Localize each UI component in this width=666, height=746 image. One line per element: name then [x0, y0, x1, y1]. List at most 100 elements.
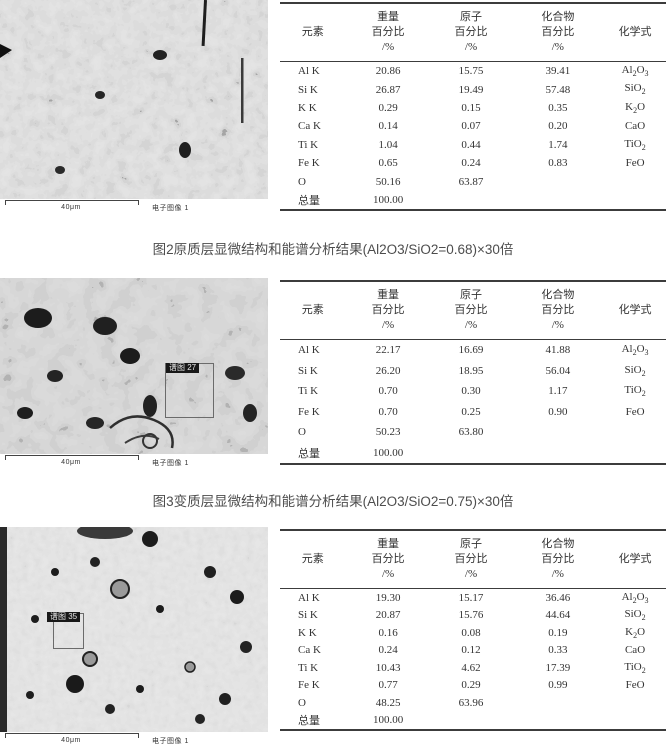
table-cell: Ca K: [298, 644, 321, 657]
table-cell: Al2O3: [621, 64, 649, 79]
eds-table-1: 元素 重量 百分比 /% 原子 百分比 /% 化合物 百分比 /% 化学式 Al…: [280, 2, 666, 212]
table-cell: 48.25: [375, 696, 401, 709]
table-cell: FeO: [625, 405, 645, 418]
table-row: Ti K 0.70 0.30 1.17 TiO2: [280, 381, 666, 402]
table-cell: 0.35: [548, 101, 568, 114]
header-element: 元素: [301, 553, 324, 565]
table-cell: Si K: [298, 609, 318, 622]
header-element: 元素: [301, 304, 324, 316]
table-row: O 48.25 63.96: [280, 694, 666, 712]
table-cell: K K: [298, 626, 317, 639]
table-cell: 63.80: [458, 426, 484, 439]
table-cell: 0.08: [461, 626, 481, 639]
sem-texture-2: [0, 278, 268, 454]
table-cell: 0.15: [461, 101, 481, 114]
scale-label: 40μm: [61, 459, 81, 466]
header-atomic: 原子 百分比 /%: [454, 11, 488, 53]
table-row: Al K 22.17 16.69 41.88 Al2O3: [280, 340, 666, 361]
spectrum-label: 谱图 35: [47, 612, 81, 622]
table-cell: 0.14: [378, 120, 398, 133]
scale-label: 40μm: [61, 737, 81, 744]
table-header-row: 元素 重量 百分比 /% 原子 百分比 /% 化合物 百分比 /% 化学式: [280, 282, 666, 340]
table-row: Fe K 0.77 0.29 0.99 FeO: [280, 677, 666, 695]
table-row: Si K 26.20 18.95 56.04 SiO2: [280, 361, 666, 382]
table-row: 总量 100.00: [280, 712, 666, 730]
table-cell: 15.76: [458, 609, 484, 622]
table-cell: 41.88: [545, 344, 571, 357]
table-cell: O: [298, 426, 306, 439]
table-row: K K 0.29 0.15 0.35 K2O: [280, 99, 666, 117]
figure-caption-2: 图2原质层显微结构和能谱分析结果(Al2O3/SiO2=0.68)×30倍: [152, 242, 514, 257]
table-cell: 10.43: [375, 661, 401, 674]
table-cell: K K: [298, 101, 317, 114]
table-cell: 26.87: [375, 83, 401, 96]
table-row: Ti K 1.04 0.44 1.74 TiO2: [280, 136, 666, 154]
micrograph-info-bar: 40μm 电子图像 1: [0, 732, 268, 746]
table-cell: CaO: [624, 120, 646, 133]
sem-texture-1: [0, 0, 268, 199]
table-cell: 0.24: [378, 644, 398, 657]
table-cell: Al2O3: [621, 343, 649, 358]
table-cell: 0.12: [461, 644, 481, 657]
table-cell: 4.62: [461, 661, 481, 674]
micrograph-info-bar: 40μm 电子图像 1: [0, 454, 268, 468]
spectrum-label: 谱图 27: [166, 363, 200, 373]
image-type-label: 电子图像 1: [152, 738, 189, 745]
table-cell: 100.00: [372, 714, 404, 727]
table-cell: Fe K: [298, 405, 320, 418]
table-cell: 0.90: [548, 405, 568, 418]
header-formula: 化学式: [618, 553, 652, 565]
table-cell: 63.96: [458, 696, 484, 709]
table-cell: 0.25: [461, 405, 481, 418]
table-cell: 0.29: [378, 101, 398, 114]
table-row: Ca K 0.24 0.12 0.33 CaO: [280, 642, 666, 660]
table-header-row: 元素 重量 百分比 /% 原子 百分比 /% 化合物 百分比 /% 化学式: [280, 531, 666, 589]
table-cell: 44.64: [545, 609, 571, 622]
table-cell: 0.65: [378, 157, 398, 170]
table-cell: 26.20: [375, 364, 401, 377]
table-cell: Al K: [298, 344, 320, 357]
table-row: Al K 19.30 15.17 36.46 Al2O3: [280, 589, 666, 607]
table-row: 总量 100.00: [280, 443, 666, 464]
scale-label: 40μm: [61, 204, 81, 211]
table-cell: 1.17: [548, 385, 568, 398]
table-cell: 0.77: [378, 679, 398, 692]
table-cell: 17.39: [545, 661, 571, 674]
table-cell: SiO2: [624, 608, 646, 623]
table-cell: O: [298, 696, 306, 709]
table-cell: 57.48: [545, 83, 571, 96]
table-row: Ti K 10.43 4.62 17.39 TiO2: [280, 659, 666, 677]
table-cell: 0.33: [548, 644, 568, 657]
image-type-label: 电子图像 1: [152, 460, 189, 467]
eds-table-2: 元素 重量 百分比 /% 原子 百分比 /% 化合物 百分比 /% 化学式 Al…: [280, 280, 666, 465]
image-type-label: 电子图像 1: [152, 205, 189, 212]
table-body: Al K 19.30 15.17 36.46 Al2O3 Si K 20.87 15.76 44…: [280, 589, 666, 729]
table-cell: Si K: [298, 364, 318, 377]
table-header-row: 元素 重量 百分比 /% 原子 百分比 /% 化合物 百分比 /% 化学式: [280, 4, 666, 62]
header-atomic: 原子 百分比 /%: [454, 289, 488, 331]
header-weight: 重量 百分比 /%: [371, 538, 405, 580]
table-cell: 15.17: [458, 591, 484, 604]
table-cell: K2O: [625, 100, 646, 116]
header-compound: 化合物 百分比 /%: [541, 11, 575, 53]
table-cell: 0.07: [461, 120, 481, 133]
table-cell: 56.04: [545, 364, 571, 377]
table-row: Ca K 0.14 0.07 0.20 CaO: [280, 117, 666, 135]
table-cell: FeO: [625, 157, 645, 170]
table-cell: 18.95: [458, 364, 484, 377]
table-cell: 19.49: [458, 83, 484, 96]
table-cell: 1.74: [548, 138, 568, 151]
header-atomic: 原子 百分比 /%: [454, 538, 488, 580]
table-cell: 0.16: [378, 626, 398, 639]
table-row: O 50.16 63.87: [280, 172, 666, 190]
table-row: Fe K 0.65 0.24 0.83 FeO: [280, 154, 666, 172]
table-row: 总量 100.00: [280, 191, 666, 209]
table-cell: 0.29: [461, 679, 481, 692]
table-cell: Ti K: [298, 661, 319, 674]
header-weight: 重量 百分比 /%: [371, 11, 405, 53]
table-row: Al K 20.86 15.75 39.41 Al2O3: [280, 62, 666, 80]
scale-bar: [5, 455, 139, 460]
table-cell: CaO: [624, 644, 646, 657]
table-cell: 22.17: [375, 344, 401, 357]
